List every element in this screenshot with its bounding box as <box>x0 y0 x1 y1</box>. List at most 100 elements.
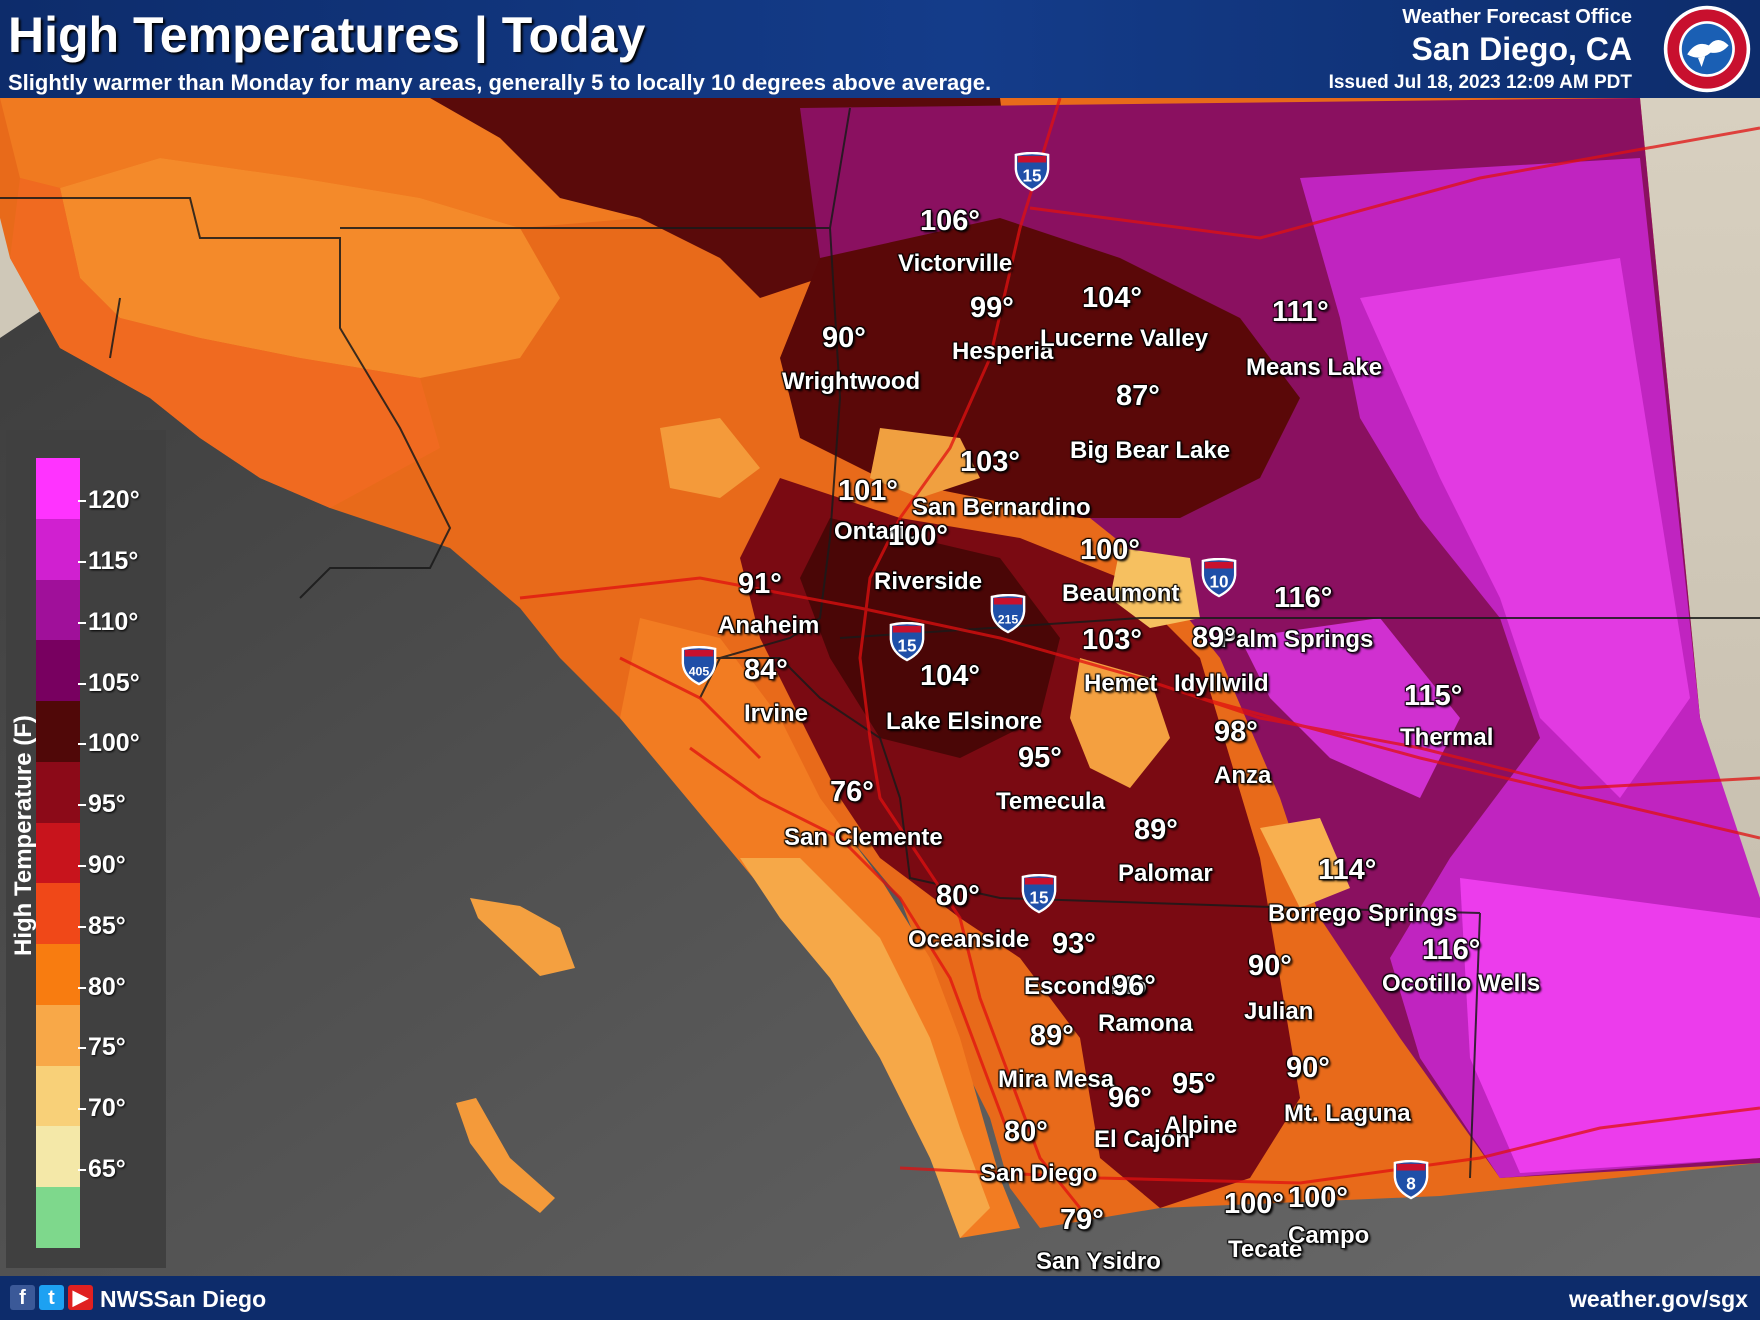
highway-number: 8 <box>1406 1175 1416 1194</box>
legend-color-band <box>36 1187 80 1248</box>
forecast-temp: 84° <box>744 654 788 686</box>
forecast-place: Victorville <box>898 250 1013 277</box>
forecast-temp: 90° <box>1248 950 1292 982</box>
forecast-temp: 104° <box>1082 282 1142 314</box>
forecast-place: Lake Elsinore <box>886 708 1043 735</box>
forecast-place: Means Lake <box>1246 354 1383 381</box>
forecast-temp: 76° <box>830 776 874 808</box>
legend-tick-label: 115° <box>77 547 139 576</box>
legend-tick-label: 105° <box>78 668 140 697</box>
header-bar: High Temperatures | Today Slightly warme… <box>0 0 1760 98</box>
forecast-place: Lucerne Valley <box>1040 325 1209 352</box>
forecast-place: Anza <box>1214 762 1272 789</box>
forecast-place: Oceanside <box>908 926 1030 953</box>
legend-color-band <box>36 701 80 762</box>
legend-title: High Temperature (F) <box>10 715 37 956</box>
forecast-place: Wrightwood <box>782 368 921 395</box>
facebook-icon[interactable]: f <box>10 1285 35 1310</box>
highway-number: 215 <box>998 613 1019 627</box>
legend-color-band <box>36 761 80 823</box>
forecast-temp: 89° <box>1192 622 1236 654</box>
forecast-place: Hemet <box>1084 670 1158 697</box>
forecast-place: Ramona <box>1098 1010 1193 1037</box>
forecast-place: Thermal <box>1400 724 1494 751</box>
legend-tick-label: 110° <box>77 607 139 636</box>
forecast-temp: 80° <box>936 880 980 912</box>
forecast-temp: 91° <box>738 568 782 600</box>
office-name: San Diego, CA <box>1411 31 1632 67</box>
forecast-place: Palomar <box>1118 860 1213 887</box>
legend-tick-label: 95° <box>78 790 126 819</box>
forecast-place: El Cajon <box>1094 1126 1191 1153</box>
forecast-temp: 89° <box>1134 814 1178 846</box>
forecast-temp: 96° <box>1108 1082 1152 1114</box>
forecast-place: Riverside <box>874 568 983 595</box>
forecast-place: Idyllwild <box>1174 670 1269 697</box>
legend-color-band <box>36 518 80 580</box>
forecast-place: Palm Springs <box>1220 626 1374 653</box>
interstate-shield-icon: 15 <box>889 622 925 662</box>
legend-color-band <box>36 1126 80 1188</box>
forecast-temp: 90° <box>1286 1052 1330 1084</box>
forecast-temp: 93° <box>1052 928 1096 960</box>
forecast-place: Mira Mesa <box>998 1066 1115 1093</box>
interstate-shield-icon: 215 <box>990 594 1026 634</box>
legend-tick-label: 75° <box>78 1033 126 1062</box>
forecast-temp: 100° <box>1224 1188 1284 1220</box>
legend-color-band <box>36 822 80 884</box>
forecast-place: Tecate <box>1228 1236 1303 1263</box>
legend-color-band <box>36 1004 80 1066</box>
highway-number: 10 <box>1209 573 1228 592</box>
youtube-icon[interactable]: ▶ <box>68 1285 93 1310</box>
temperature-map <box>0 98 1760 1276</box>
highway-number: 15 <box>1029 889 1049 908</box>
legend-tick-label: 65° <box>78 1154 126 1183</box>
forecast-temp: 80° <box>1004 1116 1048 1148</box>
forecast-place: Borrego Springs <box>1268 900 1458 927</box>
temperature-legend: High Temperature (F) 120° 115° 110° 105° 100… <box>6 430 166 1268</box>
forecast-temp: 116° <box>1422 934 1481 966</box>
footer-bar: f t ▶ NWSSan Diego weather.gov/sgx <box>0 1276 1760 1320</box>
forecast-place: San Ysidro <box>1036 1248 1161 1275</box>
legend-color-band <box>36 944 80 1005</box>
legend-color-bar <box>36 458 80 1248</box>
legend-tick-label: 85° <box>78 911 126 940</box>
forecast-place: Mt. Laguna <box>1284 1100 1411 1127</box>
forecast-temp: 99° <box>970 292 1014 324</box>
forecast-place: San Clemente <box>784 824 943 851</box>
forecast-temp: 98° <box>1214 716 1258 748</box>
issued-time: Issued Jul 18, 2023 12:09 AM PDT <box>1328 72 1632 93</box>
highway-number: 15 <box>897 637 917 656</box>
forecast-temp: 79° <box>1060 1204 1104 1236</box>
forecast-temp: 101° <box>838 475 898 507</box>
forecast-temp: 106° <box>920 205 980 237</box>
forecast-place: Hesperia <box>952 338 1054 365</box>
forecast-place: Anaheim <box>718 612 820 639</box>
interstate-shield-icon: 8 <box>1393 1160 1429 1200</box>
forecast-temp: 103° <box>960 446 1020 478</box>
legend-tick-label: 90° <box>78 851 126 879</box>
forecast-place: Campo <box>1288 1222 1370 1249</box>
social-handle[interactable]: NWSSan Diego <box>100 1286 267 1312</box>
forecast-temp: 111° <box>1272 296 1329 328</box>
legend-tick-label: 120° <box>78 486 140 515</box>
forecast-place: Beaumont <box>1062 580 1180 607</box>
forecast-temp: 100° <box>888 520 948 552</box>
forecast-place: San Diego <box>980 1160 1098 1187</box>
forecast-temp: 104° <box>920 660 980 692</box>
legend-color-band <box>36 579 80 641</box>
forecast-temp: 116° <box>1274 582 1333 614</box>
forecast-temp: 96° <box>1112 970 1156 1002</box>
legend-color-band <box>36 1065 80 1127</box>
forecast-place: Big Bear Lake <box>1070 437 1231 464</box>
forecast-temp: 115° <box>1404 680 1463 712</box>
interstate-shield-icon: 15 <box>1021 874 1057 914</box>
legend-tick-label: 80° <box>78 972 126 1001</box>
twitter-icon[interactable]: t <box>39 1285 64 1310</box>
website-link[interactable]: weather.gov/sgx <box>1569 1286 1748 1312</box>
page-subtitle: Slightly warmer than Monday for many are… <box>8 70 992 95</box>
forecast-place: Ocotillo Wells <box>1382 970 1541 997</box>
nws-logo-icon[interactable] <box>1662 4 1752 94</box>
forecast-place: San Bernardino <box>912 494 1091 521</box>
office-label: Weather Forecast Office <box>1402 6 1632 28</box>
